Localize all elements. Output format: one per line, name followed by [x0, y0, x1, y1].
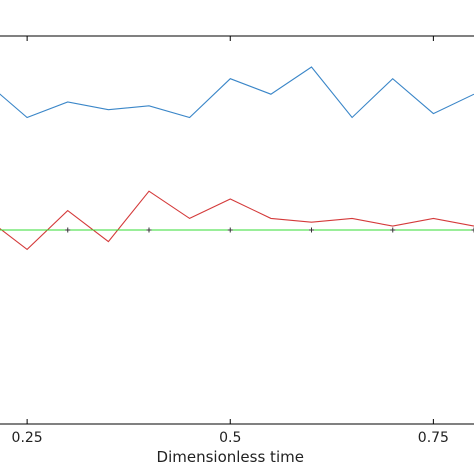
plus-marker	[471, 227, 474, 233]
plus-marker	[146, 227, 152, 233]
x-axis-ticks: 0.25 0.5 0.75	[12, 36, 449, 446]
series-line-2	[0, 190, 474, 251]
x-tick-label: 0.25	[12, 430, 43, 446]
x-axis-title: Dimensionless time	[157, 448, 304, 466]
plot-frame	[0, 35, 474, 425]
x-tick-label: 0.75	[418, 430, 449, 446]
marker-layer	[65, 227, 474, 233]
plus-marker	[390, 227, 396, 233]
x-tick-label: 0.5	[219, 430, 241, 446]
series-layer	[0, 66, 474, 251]
plus-marker	[309, 227, 314, 233]
plus-marker	[65, 227, 71, 233]
plus-marker	[227, 227, 233, 233]
series-line-1	[0, 66, 474, 119]
